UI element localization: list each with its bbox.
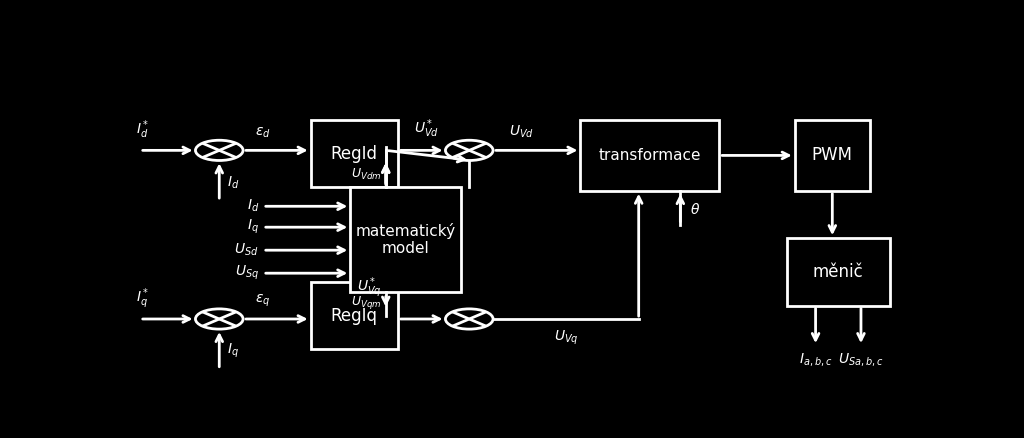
- Text: RegIq: RegIq: [331, 307, 378, 325]
- Circle shape: [196, 309, 243, 329]
- Text: měnič: měnič: [813, 263, 863, 281]
- Text: $U_{Sq}$: $U_{Sq}$: [234, 264, 259, 283]
- Text: $I_d$: $I_d$: [247, 198, 259, 215]
- Text: transformace: transformace: [599, 148, 701, 163]
- Text: $U_{Vd}^*$: $U_{Vd}^*$: [414, 118, 438, 140]
- Text: RegId: RegId: [331, 145, 378, 163]
- Text: $\varepsilon_d$: $\varepsilon_d$: [255, 126, 270, 140]
- Bar: [795, 120, 870, 191]
- Text: $I_q^*$: $I_q^*$: [136, 286, 150, 311]
- Bar: [350, 187, 461, 292]
- Text: matematický
model: matematický model: [355, 223, 456, 256]
- Text: $U_{Vd}$: $U_{Vd}$: [509, 124, 534, 140]
- Bar: [310, 282, 398, 350]
- Bar: [786, 238, 890, 306]
- Text: PWM: PWM: [812, 146, 853, 164]
- Circle shape: [445, 140, 494, 160]
- Bar: [581, 120, 719, 191]
- Text: $U_{Vq}^*$: $U_{Vq}^*$: [357, 276, 382, 300]
- Text: $U_{Vqm}$: $U_{Vqm}$: [351, 293, 382, 311]
- Text: $U_{Sd}$: $U_{Sd}$: [234, 242, 259, 258]
- Text: $I_{a,b,c}$: $I_{a,b,c}$: [799, 351, 833, 368]
- Circle shape: [445, 309, 494, 329]
- Text: $U_{Vq}$: $U_{Vq}$: [554, 329, 579, 347]
- Text: $I_d^*$: $I_d^*$: [136, 119, 150, 141]
- Text: $\varepsilon_q$: $\varepsilon_q$: [255, 293, 270, 309]
- Text: $I_q$: $I_q$: [227, 342, 240, 360]
- Bar: [310, 120, 398, 187]
- Text: $I_q$: $I_q$: [247, 218, 259, 237]
- Text: $U_{Sa,b,c}$: $U_{Sa,b,c}$: [839, 351, 884, 368]
- Text: $I_d$: $I_d$: [227, 174, 240, 191]
- Text: $\theta$: $\theta$: [690, 202, 700, 217]
- Circle shape: [196, 140, 243, 160]
- Text: $U_{Vdm}$: $U_{Vdm}$: [351, 166, 382, 181]
